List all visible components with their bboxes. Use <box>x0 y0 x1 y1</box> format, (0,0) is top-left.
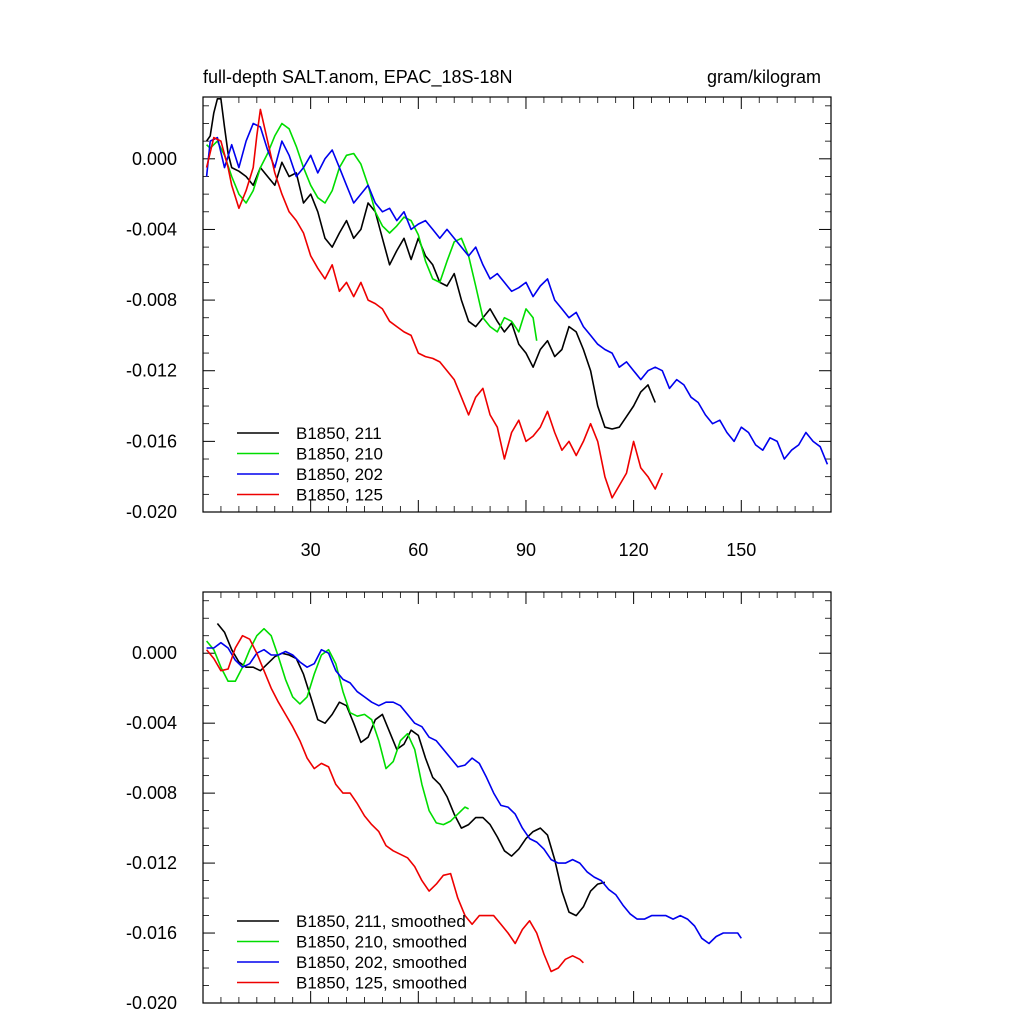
legend-label: B1850, 202, smoothed <box>296 953 467 972</box>
y-tick-label: -0.008 <box>126 783 177 803</box>
legend-label: B1850, 125, smoothed <box>296 974 467 993</box>
x-tick-label: 60 <box>408 540 428 560</box>
series-line-3 <box>205 122 829 465</box>
plot-frame <box>202 96 832 513</box>
legend-label: B1850, 210 <box>296 445 383 464</box>
x-tick-label: 90 <box>516 540 536 560</box>
legend-label: B1850, 210, smoothed <box>296 933 467 952</box>
y-tick-label: -0.004 <box>126 713 177 733</box>
y-tick-label: -0.020 <box>126 993 177 1013</box>
series-line-2 <box>205 627 469 826</box>
series-line-1 <box>216 622 606 917</box>
bottom-panel-smoothed-series: 0.000 -0.004 -0.008 -0.012 -0.016 -0.020 B1850… <box>126 591 832 1013</box>
series-line-1 <box>205 98 656 430</box>
series-group <box>205 98 829 499</box>
y-tick-label: -0.004 <box>126 219 177 239</box>
legend-label: B1850, 211, smoothed <box>296 912 466 931</box>
y-tick-label: -0.012 <box>126 361 177 381</box>
x-tick-label: 150 <box>726 540 756 560</box>
plot-frame <box>202 591 832 1004</box>
series-line-4 <box>205 634 584 973</box>
x-tick-label: 30 <box>301 540 321 560</box>
y-tick-label: 0.000 <box>132 643 177 663</box>
chart-title: full-depth SALT.anom, EPAC_18S-18N <box>203 67 513 88</box>
y-tick-label: -0.008 <box>126 290 177 310</box>
y-tick-label: 0.000 <box>132 149 177 169</box>
y-tick-label: -0.016 <box>126 923 177 943</box>
series-group <box>205 622 742 973</box>
top-panel-raw-series: full-depth SALT.anom, EPAC_18S-18N gram/k… <box>126 67 832 560</box>
units-label: gram/kilogram <box>707 67 821 87</box>
legend-label: B1850, 202 <box>296 465 383 484</box>
legend-label: B1850, 211 <box>296 424 382 443</box>
legend-label: B1850, 125 <box>296 486 383 505</box>
series-line-2 <box>206 122 538 341</box>
y-tick-label: -0.020 <box>126 502 177 522</box>
y-tick-label: -0.016 <box>126 431 177 451</box>
series-line-3 <box>206 641 742 945</box>
y-tick-label: -0.012 <box>126 853 177 873</box>
series-line-4 <box>205 108 664 499</box>
x-tick-label: 120 <box>619 540 649 560</box>
